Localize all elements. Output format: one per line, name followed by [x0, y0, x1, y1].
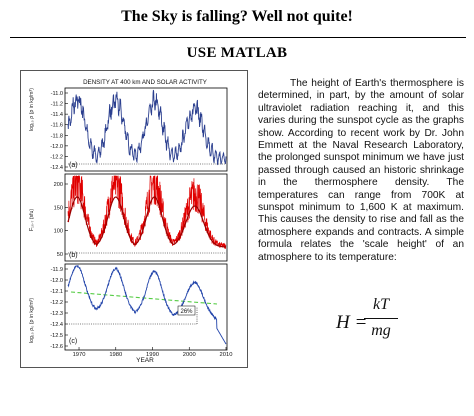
formula-lhs: H =: [336, 312, 368, 333]
panel-a-y-tick-label: -11.6: [51, 123, 63, 129]
figure-svg: DENSITY AT 400 km AND SOLAR ACTIVITY log…: [29, 79, 233, 364]
page-title: The Sky is falling? Well not quite!: [121, 8, 353, 25]
panel-c-y-tick-label: -12.5: [50, 333, 63, 339]
panel-c-annotation: 26%: [180, 309, 193, 315]
panel-c-y-tick-label: -12.3: [50, 311, 63, 317]
panel-c-y-tick-label: -12.2: [50, 300, 63, 306]
panel-a-ylabel: log₁₀ ρ (ρ in kg/m³): [29, 88, 35, 131]
panel-b-solar-flux: F₁₀.₇ (sfu) 200 150 100 50 (b): [29, 173, 228, 262]
x-axis-ticks: 1970 1980 1990 2000 2010: [73, 347, 233, 358]
page-subtitle: USE MATLAB: [186, 45, 288, 61]
panel-b-y-tick-label: 150: [54, 205, 63, 211]
panel-c-min-density: log₁₀ ρ₀ (ρ in kg/m³) -11.9 -12.0 -12.1 -12…: [29, 263, 228, 351]
panel-a-y-tick-label: -12.2: [50, 154, 63, 160]
formula-fraction: kT mg: [364, 294, 398, 341]
panel-a-density: log₁₀ ρ (ρ in kg/m³) -11.0-11.2-11.4-11.…: [29, 87, 228, 172]
panel-b-ylabel: F₁₀.₇ (sfu): [29, 209, 35, 231]
panel-b-tag: (b): [69, 252, 78, 259]
panel-c-density-curve: [67, 264, 227, 345]
panel-b-y-tick-label: 200: [54, 182, 63, 188]
panel-b-flux-smooth: [67, 196, 227, 248]
panel-a-y-ticks: -11.0 -11.2 -11.4 -11.6 -11.8 -12.0 -12.2 -12.4: [50, 91, 68, 171]
x-tick-label: 1990: [146, 352, 159, 358]
panel-a-density-curve: [67, 89, 227, 166]
panel-b-y-ticks: 200 150 100 50: [54, 182, 68, 258]
article-paragraph: The height of Earth's thermosphere is de…: [258, 78, 464, 263]
x-tick-label: 2000: [183, 352, 196, 358]
panel-a-y-tick-label: -12.4: [50, 165, 63, 171]
panel-c-tag: (c): [69, 338, 77, 345]
panel-c-frame: [64, 263, 228, 351]
x-tick-label: 2010: [220, 352, 233, 358]
panel-c-y-ticks: -11.9 -12.0 -12.1 -12.2 -12.3 -12.4 -12.5 -12.6: [50, 267, 68, 350]
panel-a-y-tick-label: -11.2: [51, 102, 63, 108]
formula-denominator: mg: [371, 322, 391, 339]
panel-b-flux-curve: [67, 175, 227, 249]
panel-c-annotation-box: [177, 305, 196, 316]
panel-c-y-tick-label: -12.6: [50, 344, 63, 350]
title-divider: [10, 37, 466, 38]
formula-numerator: kT: [373, 296, 389, 313]
panel-c-ylabel: log₁₀ ρ₀ (ρ in kg/m³): [29, 298, 35, 343]
x-tick-label: 1970: [73, 352, 86, 358]
panel-c-y-tick-label: -12.1: [50, 289, 63, 295]
x-tick-label: 1980: [109, 352, 122, 358]
panel-c-y-tick-label: -11.9: [51, 267, 63, 273]
solar-activity-figure: DENSITY AT 400 km AND SOLAR ACTIVITY log…: [20, 70, 248, 368]
panel-c-y-tick-label: -12.4: [50, 322, 63, 328]
panel-c-y-tick-label: -12.0: [50, 278, 63, 284]
x-axis-label: YEAR: [136, 357, 154, 364]
scale-height-formula: H = kT mg: [336, 294, 416, 350]
panel-b-y-tick-label: 100: [54, 229, 63, 235]
panel-a-y-tick-label: -11.8: [51, 133, 63, 139]
figure-title: DENSITY AT 400 km AND SOLAR ACTIVITY: [83, 79, 207, 86]
panel-a-y-tick-label: -12.0: [50, 144, 63, 150]
panel-a-tag: (a): [69, 162, 78, 169]
panel-b-y-tick-label: 50: [57, 252, 63, 258]
fraction-bar: [364, 318, 398, 319]
panel-a-y-tick-label: -11.0: [51, 91, 63, 97]
panel-a-y-tick-label: -11.4: [51, 112, 63, 118]
